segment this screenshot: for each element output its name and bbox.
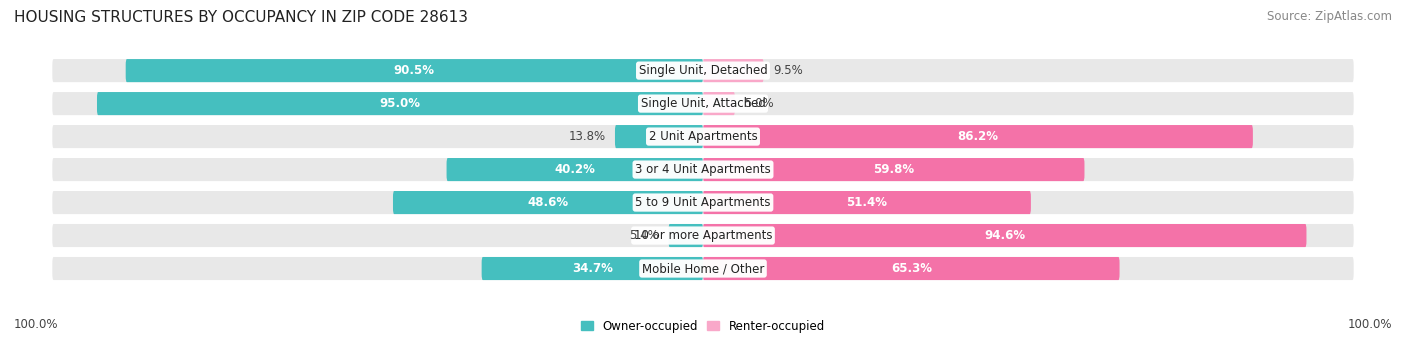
FancyBboxPatch shape [482, 257, 703, 280]
Text: 13.8%: 13.8% [568, 130, 606, 143]
Text: 34.7%: 34.7% [572, 262, 613, 275]
Text: 95.0%: 95.0% [380, 97, 420, 110]
Text: HOUSING STRUCTURES BY OCCUPANCY IN ZIP CODE 28613: HOUSING STRUCTURES BY OCCUPANCY IN ZIP C… [14, 10, 468, 25]
Text: 100.0%: 100.0% [1347, 318, 1392, 331]
Text: Mobile Home / Other: Mobile Home / Other [641, 262, 765, 275]
Text: 40.2%: 40.2% [554, 163, 595, 176]
FancyBboxPatch shape [669, 224, 703, 247]
FancyBboxPatch shape [703, 191, 1031, 214]
FancyBboxPatch shape [52, 92, 1354, 115]
FancyBboxPatch shape [703, 59, 763, 82]
Text: 65.3%: 65.3% [891, 262, 932, 275]
Text: 100.0%: 100.0% [14, 318, 59, 331]
Text: 51.4%: 51.4% [846, 196, 887, 209]
FancyBboxPatch shape [97, 92, 703, 115]
Text: Source: ZipAtlas.com: Source: ZipAtlas.com [1267, 10, 1392, 23]
Text: 9.5%: 9.5% [773, 64, 803, 77]
FancyBboxPatch shape [52, 125, 1354, 148]
FancyBboxPatch shape [52, 158, 1354, 181]
Text: 3 or 4 Unit Apartments: 3 or 4 Unit Apartments [636, 163, 770, 176]
FancyBboxPatch shape [614, 125, 703, 148]
Text: 94.6%: 94.6% [984, 229, 1025, 242]
Text: 59.8%: 59.8% [873, 163, 914, 176]
FancyBboxPatch shape [125, 59, 703, 82]
Text: 2 Unit Apartments: 2 Unit Apartments [648, 130, 758, 143]
Text: 48.6%: 48.6% [527, 196, 568, 209]
Legend: Owner-occupied, Renter-occupied: Owner-occupied, Renter-occupied [581, 320, 825, 333]
FancyBboxPatch shape [52, 191, 1354, 214]
FancyBboxPatch shape [52, 59, 1354, 82]
FancyBboxPatch shape [703, 224, 1306, 247]
FancyBboxPatch shape [703, 257, 1119, 280]
Text: 5.0%: 5.0% [744, 97, 775, 110]
FancyBboxPatch shape [52, 257, 1354, 280]
Text: 10 or more Apartments: 10 or more Apartments [634, 229, 772, 242]
Text: 90.5%: 90.5% [394, 64, 434, 77]
FancyBboxPatch shape [703, 92, 735, 115]
FancyBboxPatch shape [52, 224, 1354, 247]
Text: Single Unit, Detached: Single Unit, Detached [638, 64, 768, 77]
FancyBboxPatch shape [392, 191, 703, 214]
FancyBboxPatch shape [703, 125, 1253, 148]
Text: Single Unit, Attached: Single Unit, Attached [641, 97, 765, 110]
Text: 5 to 9 Unit Apartments: 5 to 9 Unit Apartments [636, 196, 770, 209]
FancyBboxPatch shape [703, 158, 1084, 181]
FancyBboxPatch shape [447, 158, 703, 181]
Text: 5.4%: 5.4% [630, 229, 659, 242]
Text: 86.2%: 86.2% [957, 130, 998, 143]
